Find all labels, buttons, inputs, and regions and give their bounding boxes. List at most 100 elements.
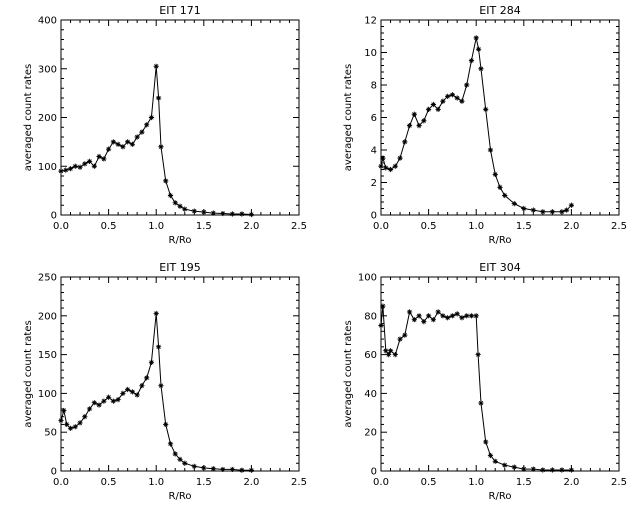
data-point [378,322,384,329]
y-tick-label: 10 [364,48,377,59]
series-line [380,306,572,471]
data-point [440,98,446,104]
y-tick-label: 200 [38,113,57,124]
x-tick-label: 0.0 [373,221,389,232]
data-point [487,147,494,153]
data-point [521,466,527,472]
y-tick-label: 150 [38,350,57,361]
data-point [487,452,494,459]
x-tick-label: 2.0 [243,477,259,488]
x-tick-label: 1.5 [516,477,532,488]
data-point [101,156,107,162]
data-point [155,344,162,350]
y-tick-label: 4 [371,146,377,157]
x-axis-label: R/Ro [489,235,512,246]
data-point [430,317,436,323]
data-point [564,207,570,213]
data-point [483,439,489,445]
x-tick-label: 0.5 [421,221,437,232]
x-tick-label: 1.0 [468,221,484,232]
y-axis-label: averaged count rates [343,320,354,427]
x-tick-label: 1.5 [196,477,212,488]
x-tick-label: 2.0 [563,477,579,488]
data-point [129,389,135,395]
x-tick-label: 2.0 [243,221,259,232]
x-axis-label: R/Ro [169,235,192,246]
data-point [478,400,484,406]
x-tick-label: 2.5 [611,477,627,488]
data-point [153,63,159,69]
data-point [155,95,162,101]
data-point [248,467,254,473]
data-point [383,165,389,171]
data-point [406,309,413,315]
data-point [411,317,417,323]
data-point [402,332,408,338]
data-point [110,398,116,404]
data-point [177,203,183,209]
data-point [464,313,470,319]
data-point [497,184,503,190]
data-point [182,206,188,212]
data-point [239,467,245,473]
data-point [380,155,386,161]
data-point [421,319,427,325]
y-tick-label: 8 [371,81,377,92]
data-point [158,144,164,150]
x-tick-label: 0.0 [53,477,69,488]
data-point [82,414,88,420]
panel-eit-304: 0.0 0.5 1.0 1.5 2.0 2.5 0 20 40 60 80 100 EIT 304 R/R… [343,261,627,502]
data-point [483,106,489,112]
data-point [478,66,484,72]
y-tick-label: 60 [364,350,377,361]
data-point [378,163,384,169]
data-point [77,420,83,426]
data-point [435,309,441,315]
y-axis-label: averaged count rates [343,64,354,171]
data-point [144,375,150,381]
data-point [454,311,460,317]
data-point [445,93,451,99]
plot-frame [60,276,300,472]
data-point [182,460,188,466]
data-point [167,441,174,447]
y-tick-label: 0 [51,211,57,222]
data-point [106,146,112,152]
data-point [464,82,470,88]
data-point [120,390,126,396]
data-point [248,211,254,218]
data-point [521,205,527,212]
x-tick-label: 1.0 [468,477,484,488]
data-point [492,458,498,464]
data-point [406,123,413,129]
data-point [125,139,131,145]
y-tick-label: 80 [364,311,377,322]
data-point [397,336,403,342]
data-point [468,313,475,319]
x-tick-label: 0.0 [373,477,389,488]
data-point [191,208,197,214]
data-point [473,35,479,41]
data-point [91,400,97,406]
data-point [459,315,465,321]
data-point [511,201,517,207]
data-point [153,310,159,317]
data-point [454,95,460,101]
data-point [540,467,546,473]
data-point [96,153,102,160]
panel-eit-195: 0.0 0.5 1.0 1.5 2.0 2.5 0 50 100 150 200 250 EIT 195… [23,261,307,502]
x-tick-label: 0.5 [101,221,117,232]
data-point [402,139,408,145]
data-point [201,465,207,471]
data-point [101,398,107,404]
data-point [430,101,436,108]
data-point [380,303,386,309]
y-tick-label: 0 [51,467,57,478]
data-point [139,383,145,389]
y-tick-label: 100 [358,273,377,284]
data-point [210,466,216,472]
data-point [549,209,555,215]
data-point [397,155,403,161]
chart-title: EIT 304 [479,261,520,274]
data-point [392,352,398,358]
